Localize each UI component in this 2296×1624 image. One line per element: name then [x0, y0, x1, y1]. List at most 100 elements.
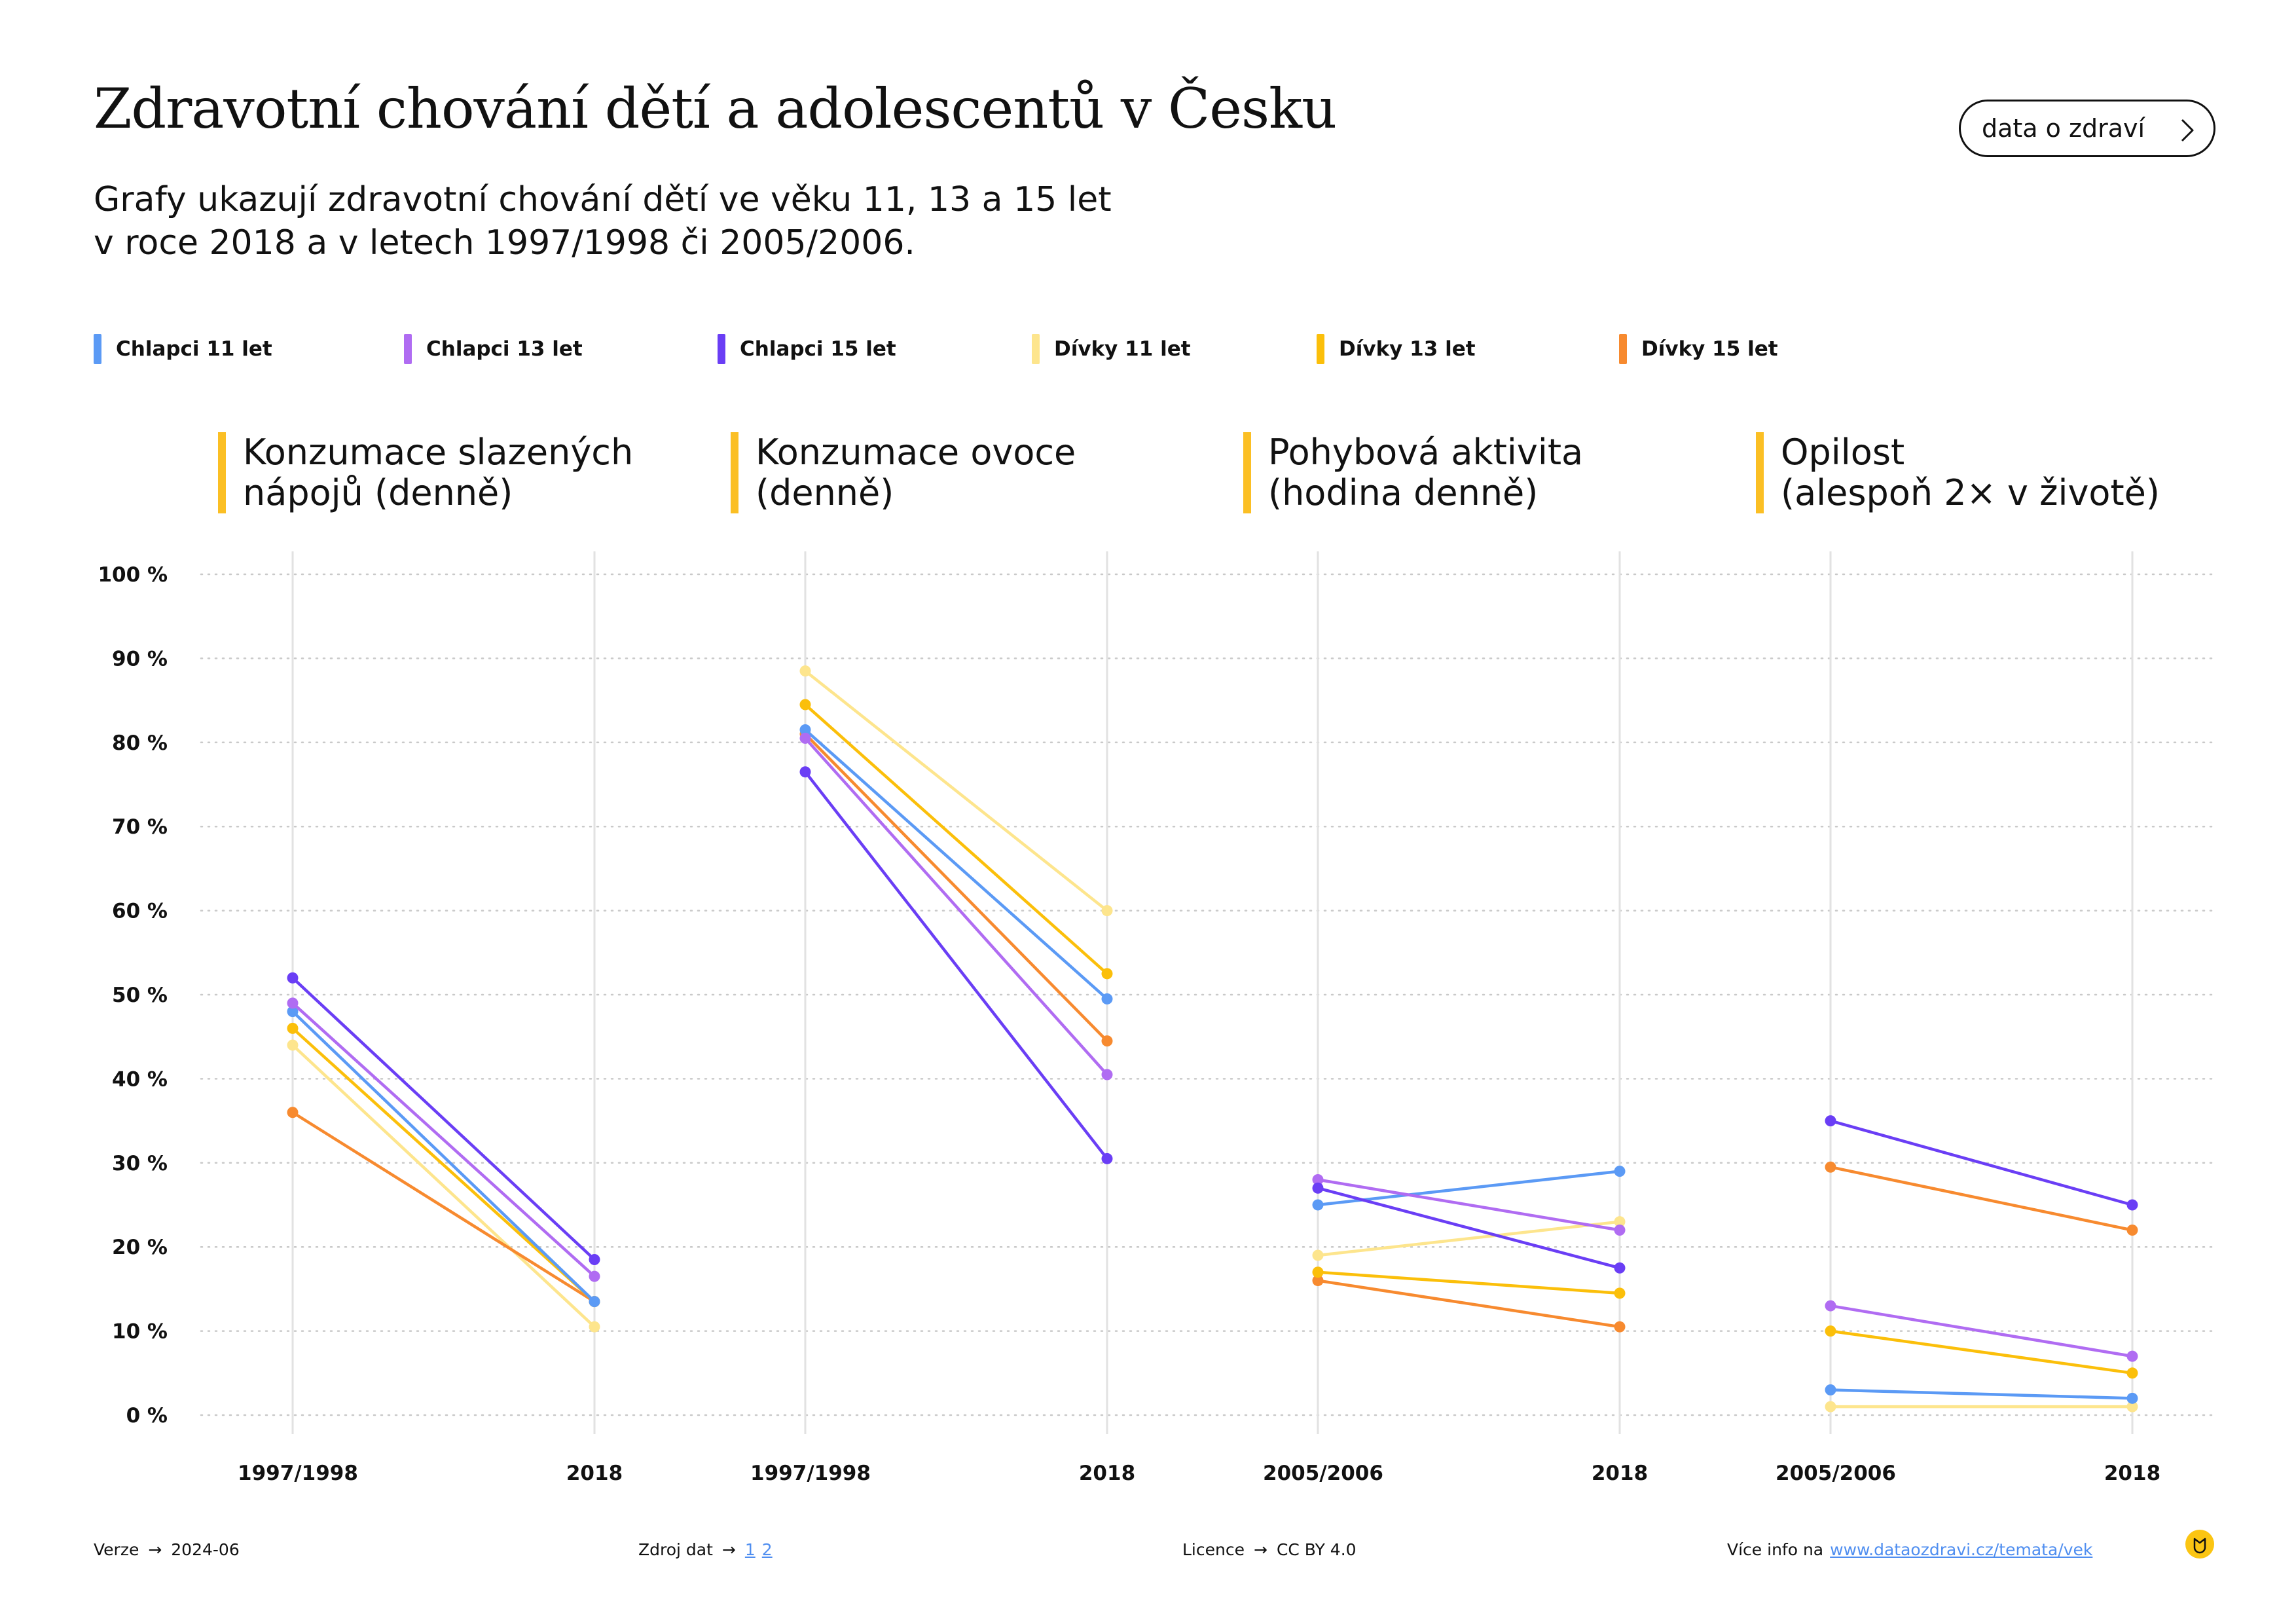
legend-item-divky-15: Dívky 15 let [1619, 333, 1778, 365]
data-point [1101, 1153, 1113, 1164]
data-point [1825, 1300, 1836, 1312]
data-point [799, 699, 811, 710]
data-point [1312, 1182, 1324, 1194]
footer-more-info: Více info na www.dataozdravi.cz/temata/v… [1727, 1540, 2099, 1559]
data-point [287, 1039, 299, 1051]
series-line [1317, 1187, 1620, 1270]
data-o-zdravi-button[interactable]: data o zdraví [1959, 100, 2215, 157]
data-point [1101, 905, 1113, 917]
series-line [804, 669, 1108, 912]
legend-swatch [1032, 334, 1040, 364]
series-line [1830, 1304, 2133, 1358]
series-line [291, 976, 596, 1261]
data-point [287, 997, 299, 1009]
series-line [804, 733, 1108, 1043]
x-tick-label: 2018 [2104, 1462, 2160, 1485]
data-point [1825, 1384, 1836, 1395]
series-line [1830, 1166, 2133, 1232]
y-tick-label: 60 % [112, 900, 168, 923]
legend-swatch [1317, 334, 1324, 364]
data-point [1312, 1249, 1324, 1261]
panel-title-line: (alespoň 2× v životě) [1781, 472, 2160, 513]
footer-version-value: 2024-06 [171, 1540, 240, 1559]
arrow-right-icon: → [721, 1540, 736, 1559]
series-line [291, 1027, 596, 1303]
data-point [1614, 1321, 1626, 1333]
x-tick-label: 1997/1998 [750, 1462, 871, 1485]
x-tick-label: 2018 [566, 1462, 623, 1485]
data-point [799, 766, 811, 778]
panel-4: 2005/2006 2018 [1776, 1115, 2160, 1485]
footer-source-link-1[interactable]: 1 [744, 1540, 756, 1559]
panel-title-line: Konzumace slazených [243, 432, 634, 473]
data-point [1614, 1262, 1626, 1274]
data-point [1614, 1166, 1626, 1177]
panel-title-line: Konzumace ovoce [756, 432, 1076, 473]
gridlines: 0 % 10 % 20 % 30 % 40 % 50 % 60 % 70 % 80 % 90 % 1… [98, 551, 2217, 1434]
legend-label: Dívky 15 let [1641, 337, 1778, 361]
data-point [1312, 1173, 1324, 1185]
footer-more-info-link[interactable]: www.dataozdravi.cz/temata/vek [1830, 1540, 2093, 1559]
data-o-zdravi-label: data o zdraví [1982, 114, 2145, 143]
footer-more-info-label: Více info na [1727, 1540, 1824, 1559]
x-tick-label: 2005/2006 [1263, 1462, 1383, 1485]
logo-icon [2185, 1530, 2214, 1559]
series-line [291, 1010, 596, 1303]
data-point [2126, 1401, 2138, 1412]
series-line [291, 1111, 596, 1303]
data-point [1312, 1275, 1324, 1287]
data-point [1312, 1199, 1324, 1211]
arrow-right-icon: → [1253, 1540, 1267, 1559]
data-point [1614, 1287, 1626, 1299]
series-line [1317, 1279, 1620, 1329]
legend-item-divky-13: Dívky 13 let [1317, 333, 1476, 365]
series-line [1317, 1270, 1620, 1295]
footer-license: Licence → CC BY 4.0 [1182, 1540, 1357, 1559]
footer-version: Verze → 2024-06 [94, 1540, 240, 1559]
page-subtitle: Grafy ukazují zdravotní chování dětí ve … [94, 178, 1338, 265]
series-line [1830, 1119, 2133, 1207]
panel-title-ovoce: Konzumace ovoce (denně) [731, 432, 1240, 513]
panel-title-slazene-napoje: Konzumace slazených nápojů (denně) [218, 432, 727, 513]
arrow-right-icon: → [148, 1540, 162, 1559]
legend-label: Chlapci 11 let [116, 337, 272, 361]
panel-title-line: Opilost [1781, 432, 1905, 473]
series-line [1317, 1220, 1620, 1257]
subtitle-line-1: Grafy ukazují zdravotní chování dětí ve … [94, 180, 1112, 219]
x-tick-label: 2018 [1079, 1462, 1135, 1485]
series-line [1317, 1178, 1620, 1232]
legend-label: Chlapci 15 let [740, 337, 896, 361]
panel-title-line: (hodina denně) [1268, 472, 1539, 513]
data-point [2126, 1225, 2138, 1236]
legend-swatch [404, 334, 412, 364]
data-point [2126, 1367, 2138, 1379]
data-point [589, 1253, 600, 1265]
data-point [589, 1296, 600, 1308]
data-point [287, 1006, 299, 1018]
legend-label: Dívky 11 let [1054, 337, 1191, 361]
data-point [589, 1270, 600, 1282]
data-point [1614, 1225, 1626, 1236]
data-point [799, 724, 811, 736]
panel-title-opilost: Opilost (alespoň 2× v životě) [1756, 432, 2265, 513]
data-point [1101, 993, 1113, 1005]
y-tick-label: 50 % [112, 984, 168, 1007]
y-tick-label: 40 % [112, 1067, 168, 1091]
data-point [287, 1107, 299, 1118]
x-tick-label: 2018 [1592, 1462, 1648, 1485]
data-point [1101, 1069, 1113, 1080]
x-tick-label: 2005/2006 [1776, 1462, 1896, 1485]
panel-2: 1997/1998 2018 [750, 665, 1135, 1485]
series-line [804, 703, 1108, 975]
panel-title-line: (denně) [756, 472, 894, 513]
data-point [1825, 1401, 1836, 1412]
footer-license-value: CC BY 4.0 [1276, 1540, 1357, 1559]
data-point [799, 732, 811, 744]
chevron-right-icon [2181, 119, 2194, 142]
footer-version-label: Verze [94, 1540, 139, 1559]
series-line [291, 1044, 596, 1328]
data-point [2126, 1350, 2138, 1362]
series-line [1830, 1329, 2133, 1375]
footer-source-link-2[interactable]: 2 [761, 1540, 773, 1559]
y-tick-label: 10 % [112, 1320, 168, 1344]
